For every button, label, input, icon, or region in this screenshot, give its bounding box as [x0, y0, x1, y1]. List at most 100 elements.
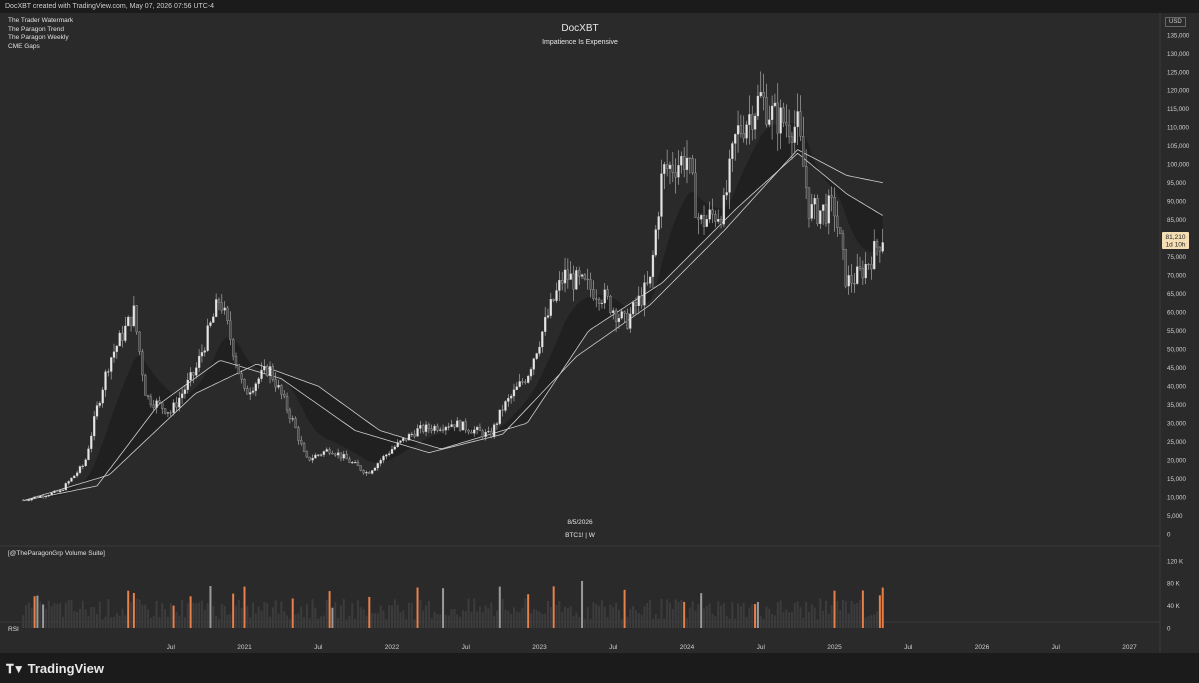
- candle-body: [833, 197, 836, 217]
- volume-bar: [391, 605, 393, 628]
- volume-bar: [164, 609, 167, 628]
- time-axis[interactable]: Jul 2021 Jul 2022 Jul 2023 Jul 2024 Jul 2025 Jul 20…: [167, 644, 1199, 651]
- volume-bar: [70, 599, 73, 628]
- indicator-list: The Trader Watermark The Paragon Trend T…: [8, 17, 73, 51]
- price-tick-label: 0: [1167, 531, 1171, 538]
- chart-area[interactable]: 135,000 130,000 125,000 120,000 115,000 110,0…: [0, 13, 1199, 653]
- candle-body: [779, 107, 782, 134]
- candle-body: [206, 325, 209, 351]
- indicator-trader-watermark[interactable]: The Trader Watermark: [8, 17, 74, 24]
- volume-bar: [433, 611, 436, 628]
- candle-body: [793, 126, 796, 143]
- candle-body: [399, 440, 402, 443]
- volume-bar: [637, 613, 640, 628]
- time-tick-label: 2026: [975, 644, 990, 651]
- candle-body: [263, 366, 266, 371]
- volume-bar: [169, 602, 172, 628]
- candle-body: [189, 372, 192, 381]
- volume-bar: [459, 616, 462, 628]
- candle-body: [785, 122, 788, 126]
- indicator-cme-gaps[interactable]: CME Gaps: [8, 42, 40, 50]
- candle-body: [39, 495, 42, 498]
- volume-bar: [362, 609, 365, 628]
- volume-bar: [67, 600, 70, 628]
- candle-body: [144, 374, 147, 396]
- candle-body: [512, 389, 516, 397]
- candle-body: [705, 219, 709, 227]
- candle-body: [620, 311, 623, 319]
- price-tick-label: 70,000: [1167, 273, 1186, 280]
- candle-body: [95, 405, 99, 417]
- volume-bar: [81, 600, 84, 628]
- price-axis[interactable]: 135,000 130,000 125,000 120,000 115,000 110,0…: [1167, 32, 1190, 538]
- volume-bar: [686, 618, 688, 628]
- candle-body: [180, 393, 184, 399]
- volume-bar: [376, 613, 379, 628]
- volume-bar: [260, 610, 263, 628]
- volume-bar: [297, 613, 300, 628]
- volume-bar: [189, 596, 192, 628]
- volume-bar: [161, 603, 164, 628]
- volume-bar: [626, 616, 629, 628]
- candle-body: [441, 429, 445, 431]
- candle-body: [597, 299, 601, 304]
- volume-bar: [779, 600, 782, 628]
- candle-body: [660, 173, 663, 217]
- volume-bar: [714, 616, 717, 628]
- volume-bar: [720, 605, 723, 628]
- chart-svg[interactable]: 135,000 130,000 125,000 120,000 115,000 110,0…: [0, 13, 1199, 653]
- candle-body: [407, 434, 411, 441]
- price-tick-label: 125,000: [1167, 69, 1190, 76]
- volume-bar: [646, 602, 649, 628]
- volume-panel-label[interactable]: [@TheParagonGrp Volume Suite]: [8, 550, 105, 557]
- tradingview-logo[interactable]: 𝐓▼ TradingView: [6, 661, 104, 677]
- volume-bar: [572, 616, 575, 628]
- volume-bar: [147, 609, 150, 628]
- candle-body: [254, 383, 257, 392]
- candle-body: [753, 115, 757, 130]
- volume-bar: [274, 600, 277, 628]
- volume-bar: [487, 608, 490, 628]
- candle-body: [495, 423, 499, 425]
- rsi-label[interactable]: RSI: [8, 626, 19, 633]
- volume-bar: [186, 603, 189, 628]
- volume-bar: [617, 610, 620, 628]
- candle-body: [36, 496, 39, 498]
- candle-body: [146, 395, 150, 398]
- volume-bar: [373, 613, 376, 628]
- volume-bar: [339, 605, 342, 628]
- candle-body: [492, 424, 496, 437]
- volume-bar: [113, 617, 116, 628]
- indicator-paragon-trend[interactable]: The Paragon Trend: [8, 25, 65, 33]
- volume-bar: [124, 615, 127, 628]
- volume-bar: [385, 619, 388, 628]
- volume-bar: [575, 612, 578, 628]
- last-price-value: 81,210: [1166, 234, 1186, 241]
- volume-bar: [232, 593, 235, 628]
- volume-bar: [427, 600, 430, 628]
- volume-bar: [78, 609, 81, 628]
- volume-bar: [708, 603, 711, 628]
- candle-body: [237, 364, 240, 374]
- candle-body: [334, 453, 337, 456]
- volume-bar: [237, 599, 240, 628]
- candle-body: [127, 316, 130, 327]
- volume-bar: [382, 610, 385, 628]
- candle-body: [858, 266, 862, 269]
- candle-body: [765, 96, 768, 125]
- candle-body: [717, 219, 720, 222]
- candle-body: [731, 143, 734, 159]
- time-tick-label: 2025: [827, 644, 842, 651]
- volume-bar: [135, 598, 138, 628]
- candle-body: [444, 426, 448, 431]
- volume-bar: [311, 599, 314, 628]
- volume-bar: [581, 580, 584, 628]
- indicator-paragon-weekly[interactable]: The Paragon Weekly: [8, 34, 69, 42]
- candle-body: [521, 381, 524, 383]
- candle-body: [158, 400, 161, 403]
- candle-body: [280, 385, 283, 395]
- currency-button[interactable]: USD: [1165, 17, 1186, 27]
- candle-body: [260, 369, 263, 379]
- volume-bar: [396, 604, 399, 628]
- candle-body: [243, 379, 246, 389]
